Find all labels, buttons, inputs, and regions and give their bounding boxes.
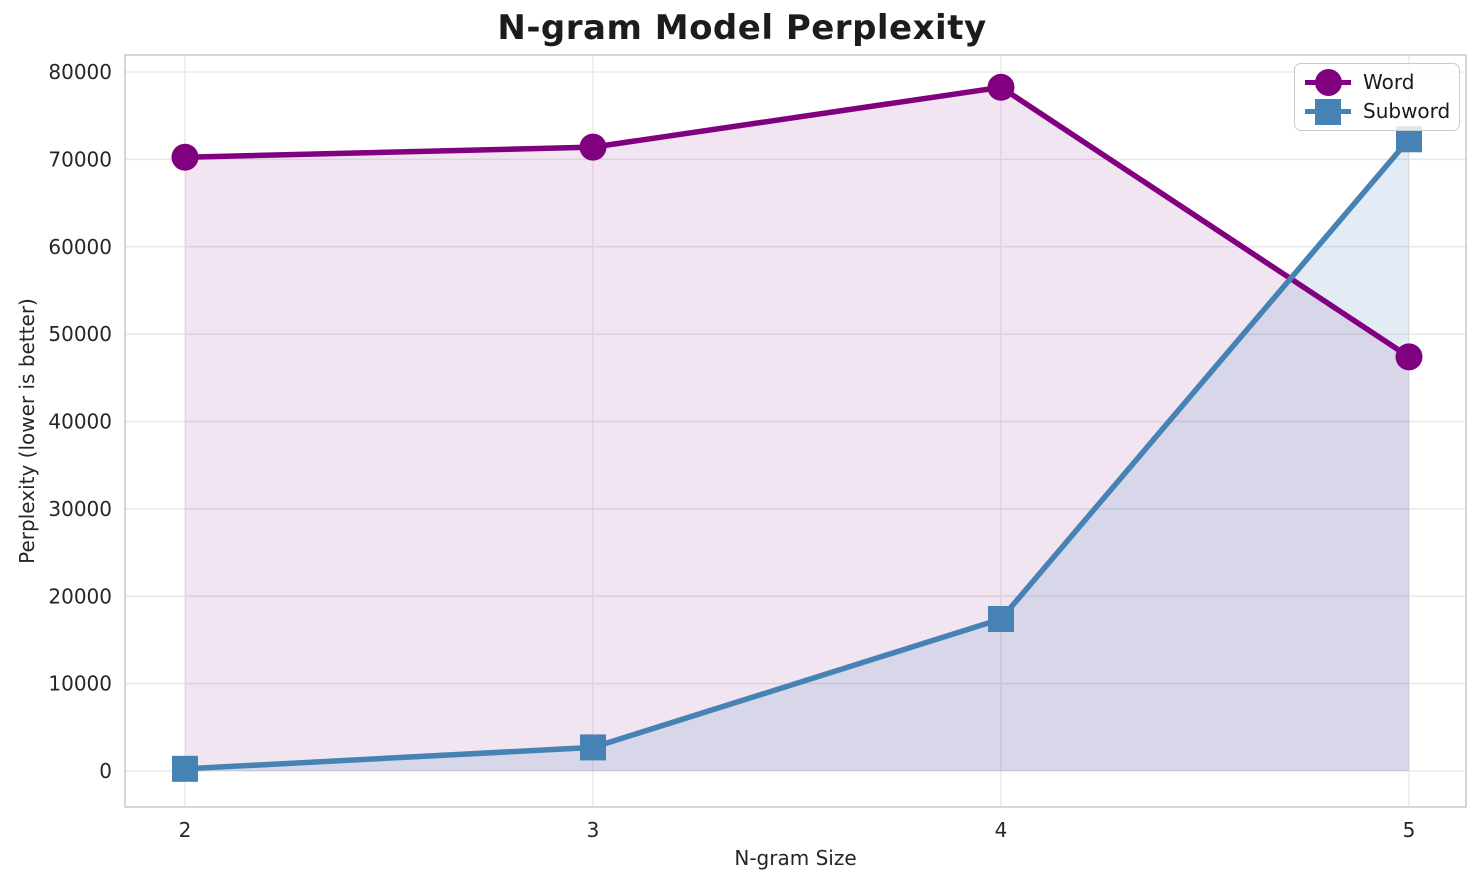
legend-label-word: Word: [1363, 70, 1415, 94]
y-tick-label: 70000: [48, 147, 112, 171]
legend-label-subword: Subword: [1363, 99, 1451, 123]
subword-series-line: [182, 136, 1412, 772]
y-tick-label: 0: [99, 759, 112, 783]
legend-entry-subword: Subword: [1305, 98, 1451, 125]
word-series-line: [182, 84, 1412, 360]
y-tick-label: 60000: [48, 235, 112, 259]
chart-title: N-gram Model Perplexity: [497, 8, 987, 48]
subword-area-fill: [185, 139, 1409, 771]
x-axis-label: N-gram Size: [734, 846, 857, 870]
x-tick-label: 3: [587, 818, 600, 842]
subword-square-marker-icon: [1305, 98, 1351, 125]
x-tick-label: 4: [995, 818, 1008, 842]
word-area-fill: [185, 87, 1409, 771]
word-data-point: [579, 133, 607, 161]
y-tick-label: 50000: [48, 322, 112, 346]
x-tick-label: 2: [179, 818, 192, 842]
subword-data-point: [172, 755, 198, 782]
y-tick-label: 20000: [48, 584, 112, 608]
subword-data-point: [988, 605, 1014, 632]
word-circle-marker-icon: [1305, 69, 1351, 96]
y-tick-label: 30000: [48, 497, 112, 521]
y-axis-label: Perplexity (lower is better): [15, 298, 39, 564]
y-tick-label: 40000: [48, 410, 112, 434]
word-data-point: [987, 73, 1015, 101]
legend-entry-word: Word: [1305, 69, 1447, 96]
y-tick-label: 80000: [48, 60, 112, 84]
legend: Word Subword: [1294, 63, 1460, 131]
word-data-point: [171, 143, 199, 171]
y-tick-label: 10000: [48, 672, 112, 696]
subword-data-point: [580, 734, 606, 761]
word-data-point: [1395, 343, 1423, 371]
plot-border: [124, 54, 1467, 808]
x-tick-label: 5: [1403, 818, 1416, 842]
